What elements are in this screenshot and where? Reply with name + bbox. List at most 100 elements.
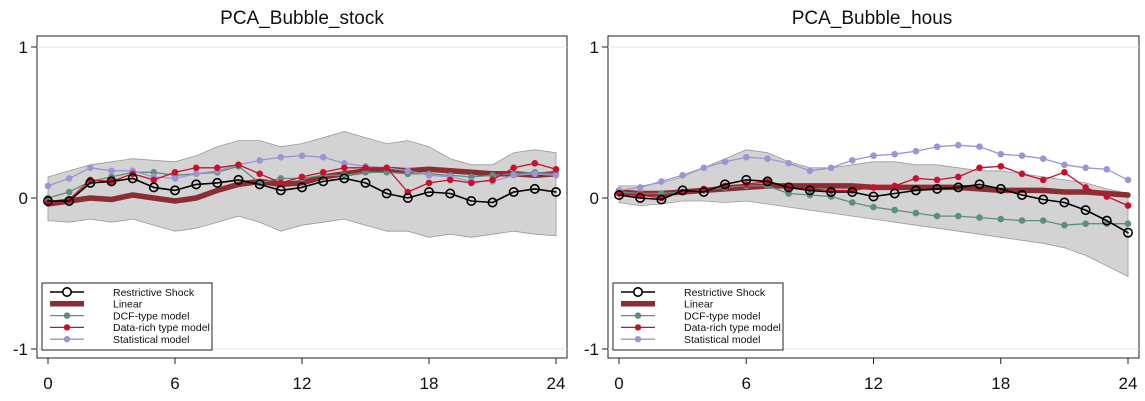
data-point	[741, 174, 752, 185]
series-restrictive	[42, 173, 561, 208]
data-point	[976, 143, 983, 150]
data-point	[341, 172, 348, 179]
data-point	[997, 163, 1005, 170]
data-point	[698, 187, 709, 198]
data-point	[1103, 193, 1111, 200]
data-point	[42, 196, 53, 207]
legend-label: DCF-type model	[684, 310, 760, 322]
data-point	[891, 150, 898, 158]
data-point	[932, 183, 943, 194]
legend-label: Linear	[113, 299, 143, 311]
x-tick-label: 24	[1119, 374, 1138, 393]
data-point	[955, 141, 962, 149]
data-point	[1124, 220, 1132, 227]
data-point	[849, 199, 856, 206]
chart-panel-1: PCA_Bubble_stock -1 0 1 0 6 12 18 24 Restrictive …	[13, 8, 568, 393]
data-point	[955, 173, 962, 181]
data-point	[425, 179, 433, 187]
data-point	[529, 183, 540, 194]
data-point	[510, 172, 517, 179]
data-point	[764, 155, 771, 162]
data-point	[976, 164, 983, 172]
data-point	[804, 185, 815, 196]
data-point	[64, 196, 75, 207]
data-point	[339, 173, 350, 184]
data-point	[510, 164, 517, 172]
series-restrictive	[613, 174, 1134, 238]
data-point	[381, 188, 392, 199]
data-point	[847, 187, 858, 198]
series-line-restrictive	[47, 177, 557, 204]
data-point	[953, 182, 964, 193]
series-statistical	[615, 141, 1132, 194]
legend-item-statistical: Statistical model	[50, 334, 189, 346]
data-point	[277, 153, 285, 161]
data-point	[402, 193, 413, 204]
data-point	[1082, 164, 1089, 172]
data-point	[677, 185, 688, 196]
y-tick-label: 1	[19, 38, 28, 57]
data-point	[1018, 217, 1026, 224]
data-point	[656, 194, 667, 205]
data-point	[783, 182, 794, 193]
data-point	[910, 185, 921, 196]
x-tick-label: 24	[547, 374, 566, 393]
data-point	[1103, 166, 1111, 173]
data-point	[891, 206, 898, 214]
legend-marker-dcf	[63, 312, 71, 319]
data-point	[889, 188, 900, 199]
data-point	[870, 203, 877, 211]
data-point	[531, 160, 539, 167]
data-point	[277, 179, 285, 187]
x-tick-label: 6	[170, 374, 179, 393]
data-point	[445, 188, 456, 199]
data-point	[1039, 176, 1047, 184]
data-point	[826, 187, 837, 198]
data-point	[1061, 169, 1068, 176]
data-point	[233, 174, 244, 185]
data-point	[170, 185, 181, 196]
data-point	[425, 172, 433, 179]
data-point	[212, 177, 223, 188]
data-point	[1059, 197, 1070, 208]
data-point	[192, 164, 200, 172]
data-point	[1039, 217, 1047, 224]
data-point	[613, 190, 624, 201]
data-point	[319, 169, 327, 176]
data-point	[108, 167, 115, 175]
data-point	[552, 172, 560, 179]
x-tick-label: 0	[614, 374, 623, 393]
data-point	[974, 179, 985, 190]
data-point	[256, 170, 264, 178]
data-point	[1082, 184, 1089, 191]
data-point	[487, 197, 498, 208]
data-point	[700, 185, 708, 193]
data-point	[44, 182, 52, 190]
data-point	[912, 175, 920, 182]
data-point	[1038, 194, 1049, 205]
data-point	[997, 150, 1005, 158]
data-point	[171, 169, 179, 176]
data-point	[148, 182, 159, 193]
legend-item-restrictive: Restrictive Shock	[621, 287, 766, 299]
legend-item-datarich: Data-rich type model	[50, 322, 210, 334]
data-point	[531, 170, 539, 178]
data-point	[1080, 205, 1091, 216]
legend-marker-dcf	[634, 312, 642, 319]
data-point	[868, 191, 879, 202]
legend-item-linear: Linear	[621, 299, 714, 311]
data-point	[192, 170, 200, 178]
data-point	[235, 161, 242, 169]
data-point	[976, 214, 983, 221]
x-tick-label: 6	[742, 374, 751, 393]
y-tick-label: 0	[590, 189, 599, 208]
data-point	[658, 178, 665, 185]
data-point	[995, 183, 1006, 194]
chart-title: PCA_Bubble_stock	[220, 8, 384, 29]
data-point	[466, 196, 477, 207]
data-point	[636, 184, 644, 191]
data-point	[912, 147, 920, 155]
data-point	[1039, 155, 1047, 162]
